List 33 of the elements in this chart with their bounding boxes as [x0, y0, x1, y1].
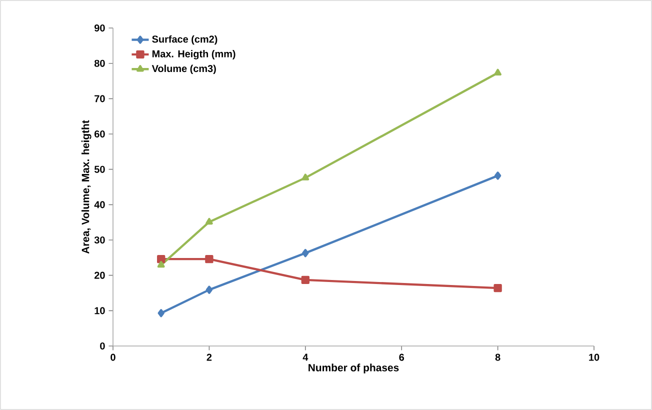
point	[206, 218, 213, 225]
x-tick-label: 2	[206, 354, 212, 361]
y-tick-label: 20	[94, 272, 105, 279]
point	[158, 309, 164, 318]
point	[205, 255, 214, 264]
point	[494, 68, 502, 76]
point	[494, 284, 502, 292]
y-tick-label: 40	[94, 201, 105, 208]
point	[301, 276, 310, 284]
y-tick-label: 10	[94, 307, 105, 314]
x-axis-title: Number of phases	[308, 364, 399, 374]
y-axis-title: Area, Volume, Max. heigtht	[81, 120, 92, 254]
legend-label: Volume (cm3)	[152, 64, 216, 74]
point	[157, 255, 166, 264]
x-tick-label: 10	[589, 354, 600, 361]
y-tick-label: 90	[94, 24, 105, 32]
point	[302, 248, 309, 258]
x-tick-label: 4	[302, 354, 308, 361]
point	[302, 174, 310, 180]
point	[206, 286, 213, 294]
x-tick-label: 8	[495, 354, 500, 361]
point	[494, 172, 502, 180]
y-tick-label: 50	[94, 166, 105, 173]
y-tick-label: 70	[94, 95, 105, 102]
y-tick-label: 80	[94, 60, 105, 67]
x-tick-label: 6	[399, 354, 404, 361]
y-tick-label: 0	[100, 342, 105, 350]
point	[157, 261, 165, 268]
y-tick-label: 30	[94, 236, 105, 244]
legend-label: Max. Heigth (mm)	[152, 50, 236, 60]
x-tick-label: 0	[110, 354, 116, 361]
legend-label: Surface (cm2)	[152, 35, 218, 45]
y-tick-label: 60	[94, 130, 105, 138]
